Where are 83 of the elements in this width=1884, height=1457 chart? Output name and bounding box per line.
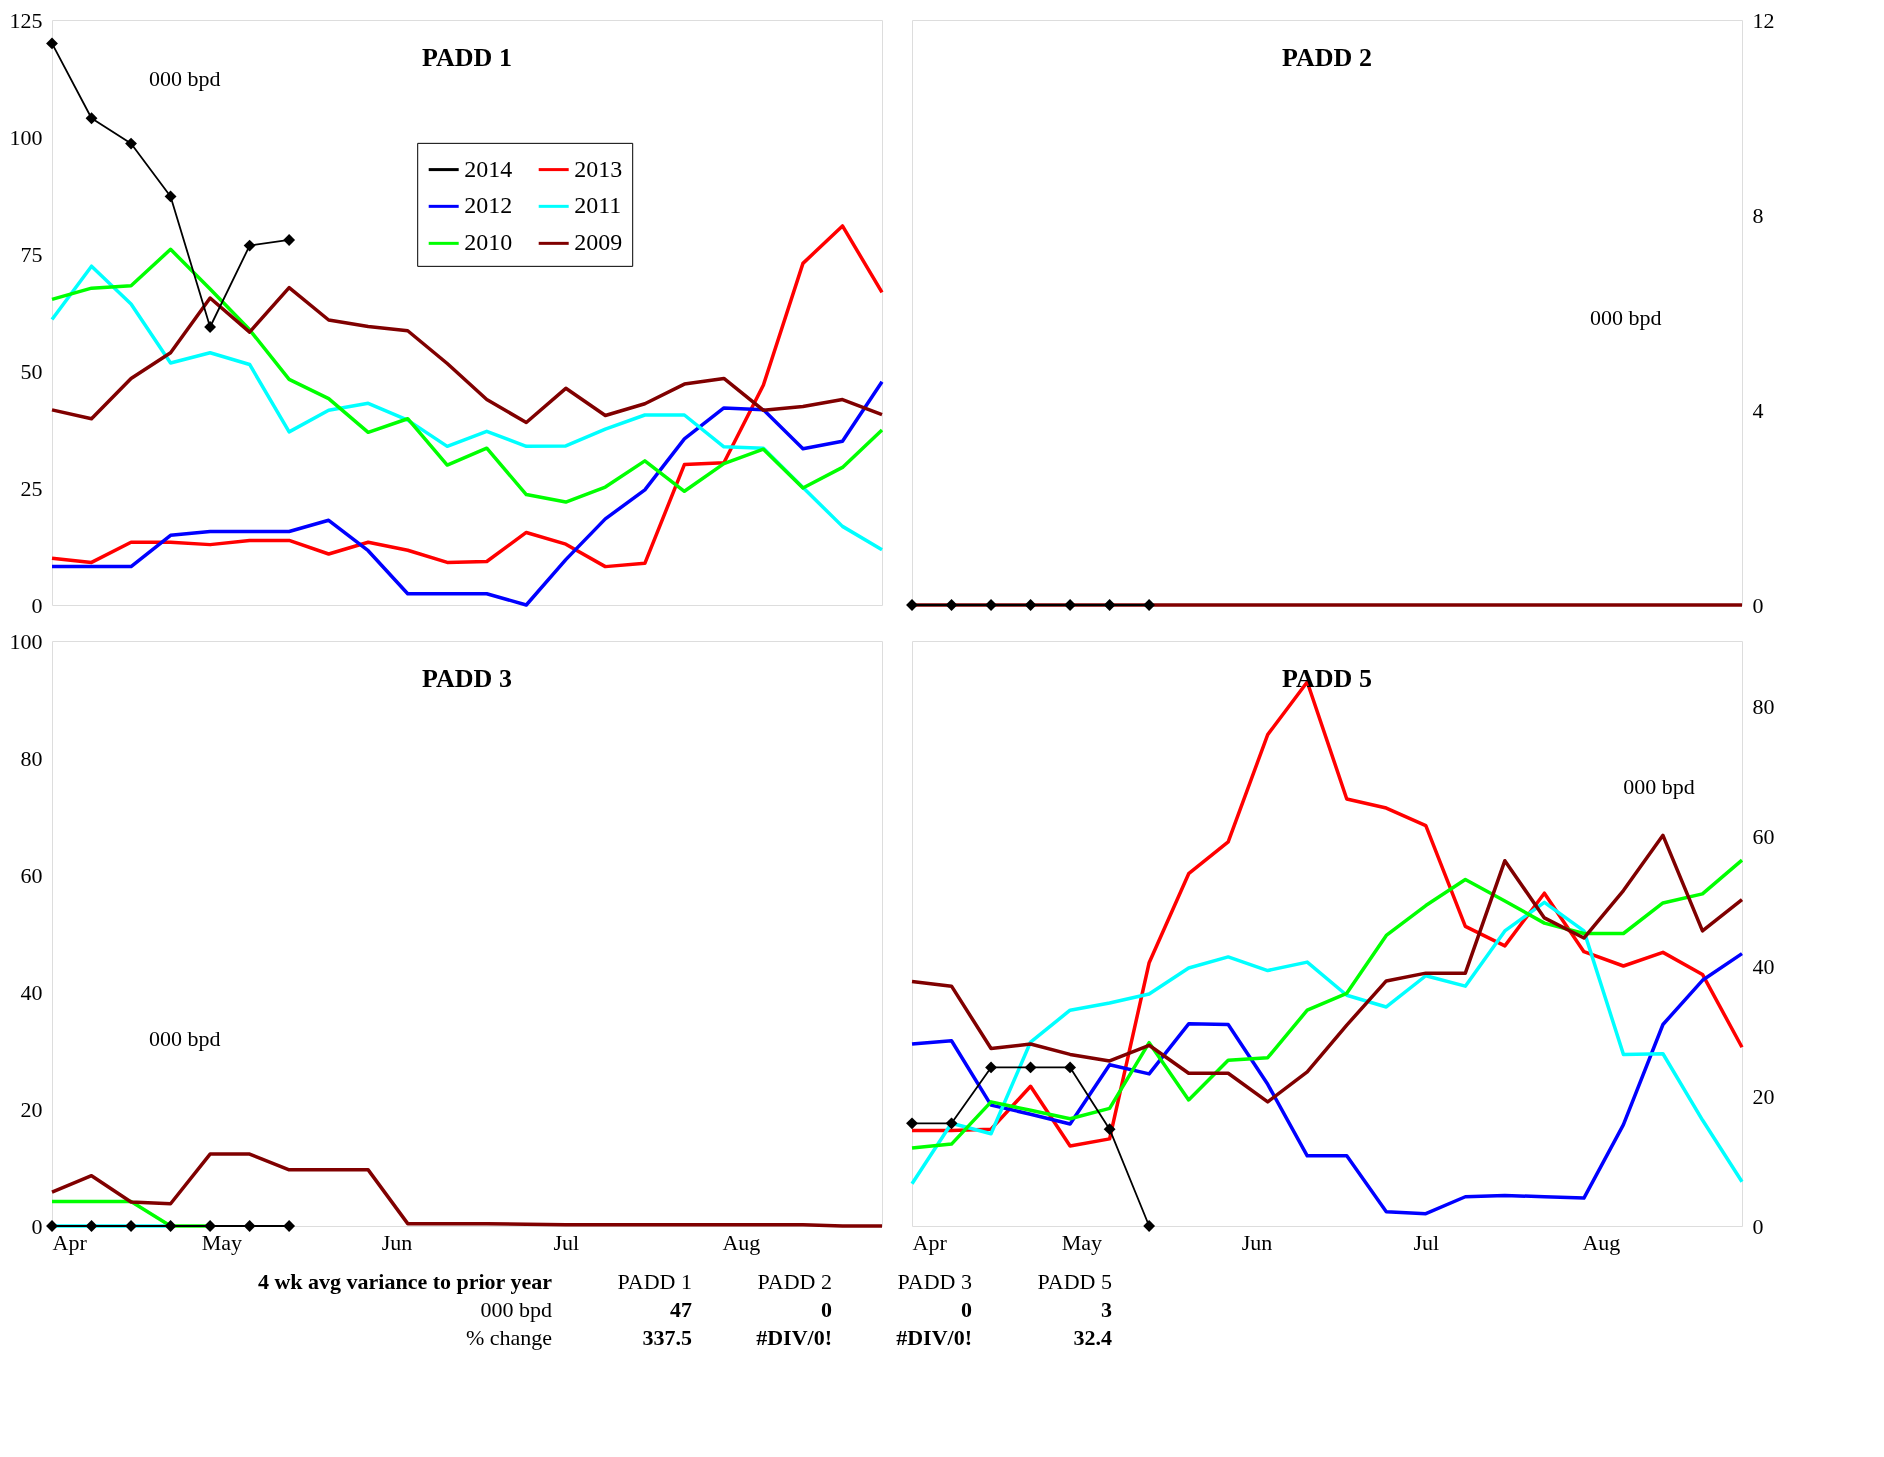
x-tick-label: Aug bbox=[722, 1229, 761, 1255]
y-tick-label: 80 bbox=[20, 745, 43, 771]
point bbox=[1024, 1061, 1037, 1074]
text: #DIV/0! bbox=[756, 1325, 832, 1350]
text: PADD 3 bbox=[897, 1269, 972, 1294]
x-tick-label: Apr bbox=[912, 1229, 948, 1255]
text: #DIV/0! bbox=[896, 1325, 972, 1350]
text: 3 bbox=[1101, 1297, 1112, 1322]
y-tick-label: 100 bbox=[9, 124, 43, 150]
line-series bbox=[50, 264, 884, 552]
x-tick-label: May bbox=[201, 1229, 243, 1255]
text: % change bbox=[465, 1325, 552, 1350]
text: PADD 2 bbox=[757, 1269, 832, 1294]
line-series bbox=[910, 833, 1744, 1104]
annotation: 000 bpd bbox=[1590, 305, 1662, 331]
legend-label: 2010 bbox=[464, 229, 513, 256]
legend-label: 2012 bbox=[464, 192, 513, 219]
y-tick-label: 60 bbox=[20, 862, 43, 888]
line-series bbox=[50, 285, 884, 425]
y-tick-label: 0 bbox=[1752, 592, 1764, 618]
y-tick-label: 20 bbox=[1752, 1083, 1775, 1109]
point bbox=[1103, 1123, 1116, 1136]
y-tick-label: 40 bbox=[1752, 953, 1775, 979]
point bbox=[85, 112, 98, 125]
text: 4 wk avg variance to prior year bbox=[257, 1269, 553, 1294]
y-tick-label: 20 bbox=[20, 1096, 43, 1122]
point bbox=[164, 190, 177, 203]
line-series bbox=[910, 858, 1744, 1150]
x-tick-label: Apr bbox=[52, 1229, 88, 1255]
y-tick-label: 100 bbox=[9, 628, 43, 654]
text: PADD 1 bbox=[617, 1269, 692, 1294]
x-tick-label: May bbox=[1061, 1229, 1103, 1255]
line-series bbox=[50, 1152, 884, 1228]
text: 47 bbox=[670, 1297, 692, 1322]
y-tick-label: 75 bbox=[20, 241, 43, 267]
y-tick-label: 0 bbox=[31, 1213, 43, 1239]
point bbox=[906, 1117, 918, 1130]
line-series bbox=[50, 380, 884, 607]
text: 000 bpd bbox=[480, 1297, 552, 1322]
y-tick-label: 8 bbox=[1752, 202, 1764, 228]
point bbox=[204, 321, 217, 333]
legend-label: 2011 bbox=[574, 192, 622, 219]
annotation: 000 bpd bbox=[149, 1025, 221, 1051]
point bbox=[283, 234, 296, 246]
y-tick-label: 50 bbox=[20, 358, 43, 384]
legend-label: 2014 bbox=[464, 155, 513, 182]
x-tick-label: Aug bbox=[1582, 1229, 1621, 1255]
point bbox=[985, 1061, 997, 1074]
line-series bbox=[910, 951, 1744, 1216]
point bbox=[243, 239, 256, 252]
y-tick-label: 25 bbox=[20, 475, 43, 501]
y-tick-label: 0 bbox=[1752, 1213, 1764, 1239]
annotation: 000 bpd bbox=[149, 65, 221, 91]
text: PADD 5 bbox=[1037, 1269, 1112, 1294]
text: PADD 2 bbox=[1282, 43, 1372, 72]
legend-label: 2013 bbox=[574, 155, 623, 182]
point bbox=[1143, 1220, 1156, 1232]
text: 0 bbox=[961, 1297, 972, 1322]
y-tick-label: 40 bbox=[20, 979, 43, 1005]
text: PADD 5 bbox=[1282, 664, 1372, 693]
point bbox=[125, 137, 137, 150]
text: 0 bbox=[821, 1297, 832, 1322]
y-tick-label: 60 bbox=[1752, 823, 1775, 849]
annotation: 000 bpd bbox=[1623, 774, 1695, 800]
y-tick-label: 0 bbox=[31, 592, 43, 618]
x-tick-label: Jun bbox=[1241, 1229, 1273, 1255]
y-tick-label: 4 bbox=[1752, 397, 1764, 423]
line-series bbox=[50, 224, 884, 569]
line-series bbox=[910, 900, 1744, 1186]
x-tick-label: Jul bbox=[1413, 1229, 1440, 1255]
y-tick-label: 12 bbox=[1752, 7, 1775, 33]
text: PADD 1 bbox=[422, 43, 512, 72]
text: 337.5 bbox=[642, 1325, 692, 1350]
point bbox=[1064, 1061, 1077, 1074]
y-tick-label: 125 bbox=[9, 7, 43, 33]
text: PADD 3 bbox=[422, 664, 512, 693]
legend-label: 2009 bbox=[574, 229, 623, 256]
x-tick-label: Jul bbox=[553, 1229, 580, 1255]
point bbox=[945, 1117, 958, 1130]
y-tick-label: 80 bbox=[1752, 693, 1775, 719]
text: 32.4 bbox=[1073, 1325, 1112, 1350]
x-tick-label: Jun bbox=[381, 1229, 413, 1255]
point bbox=[46, 37, 58, 50]
